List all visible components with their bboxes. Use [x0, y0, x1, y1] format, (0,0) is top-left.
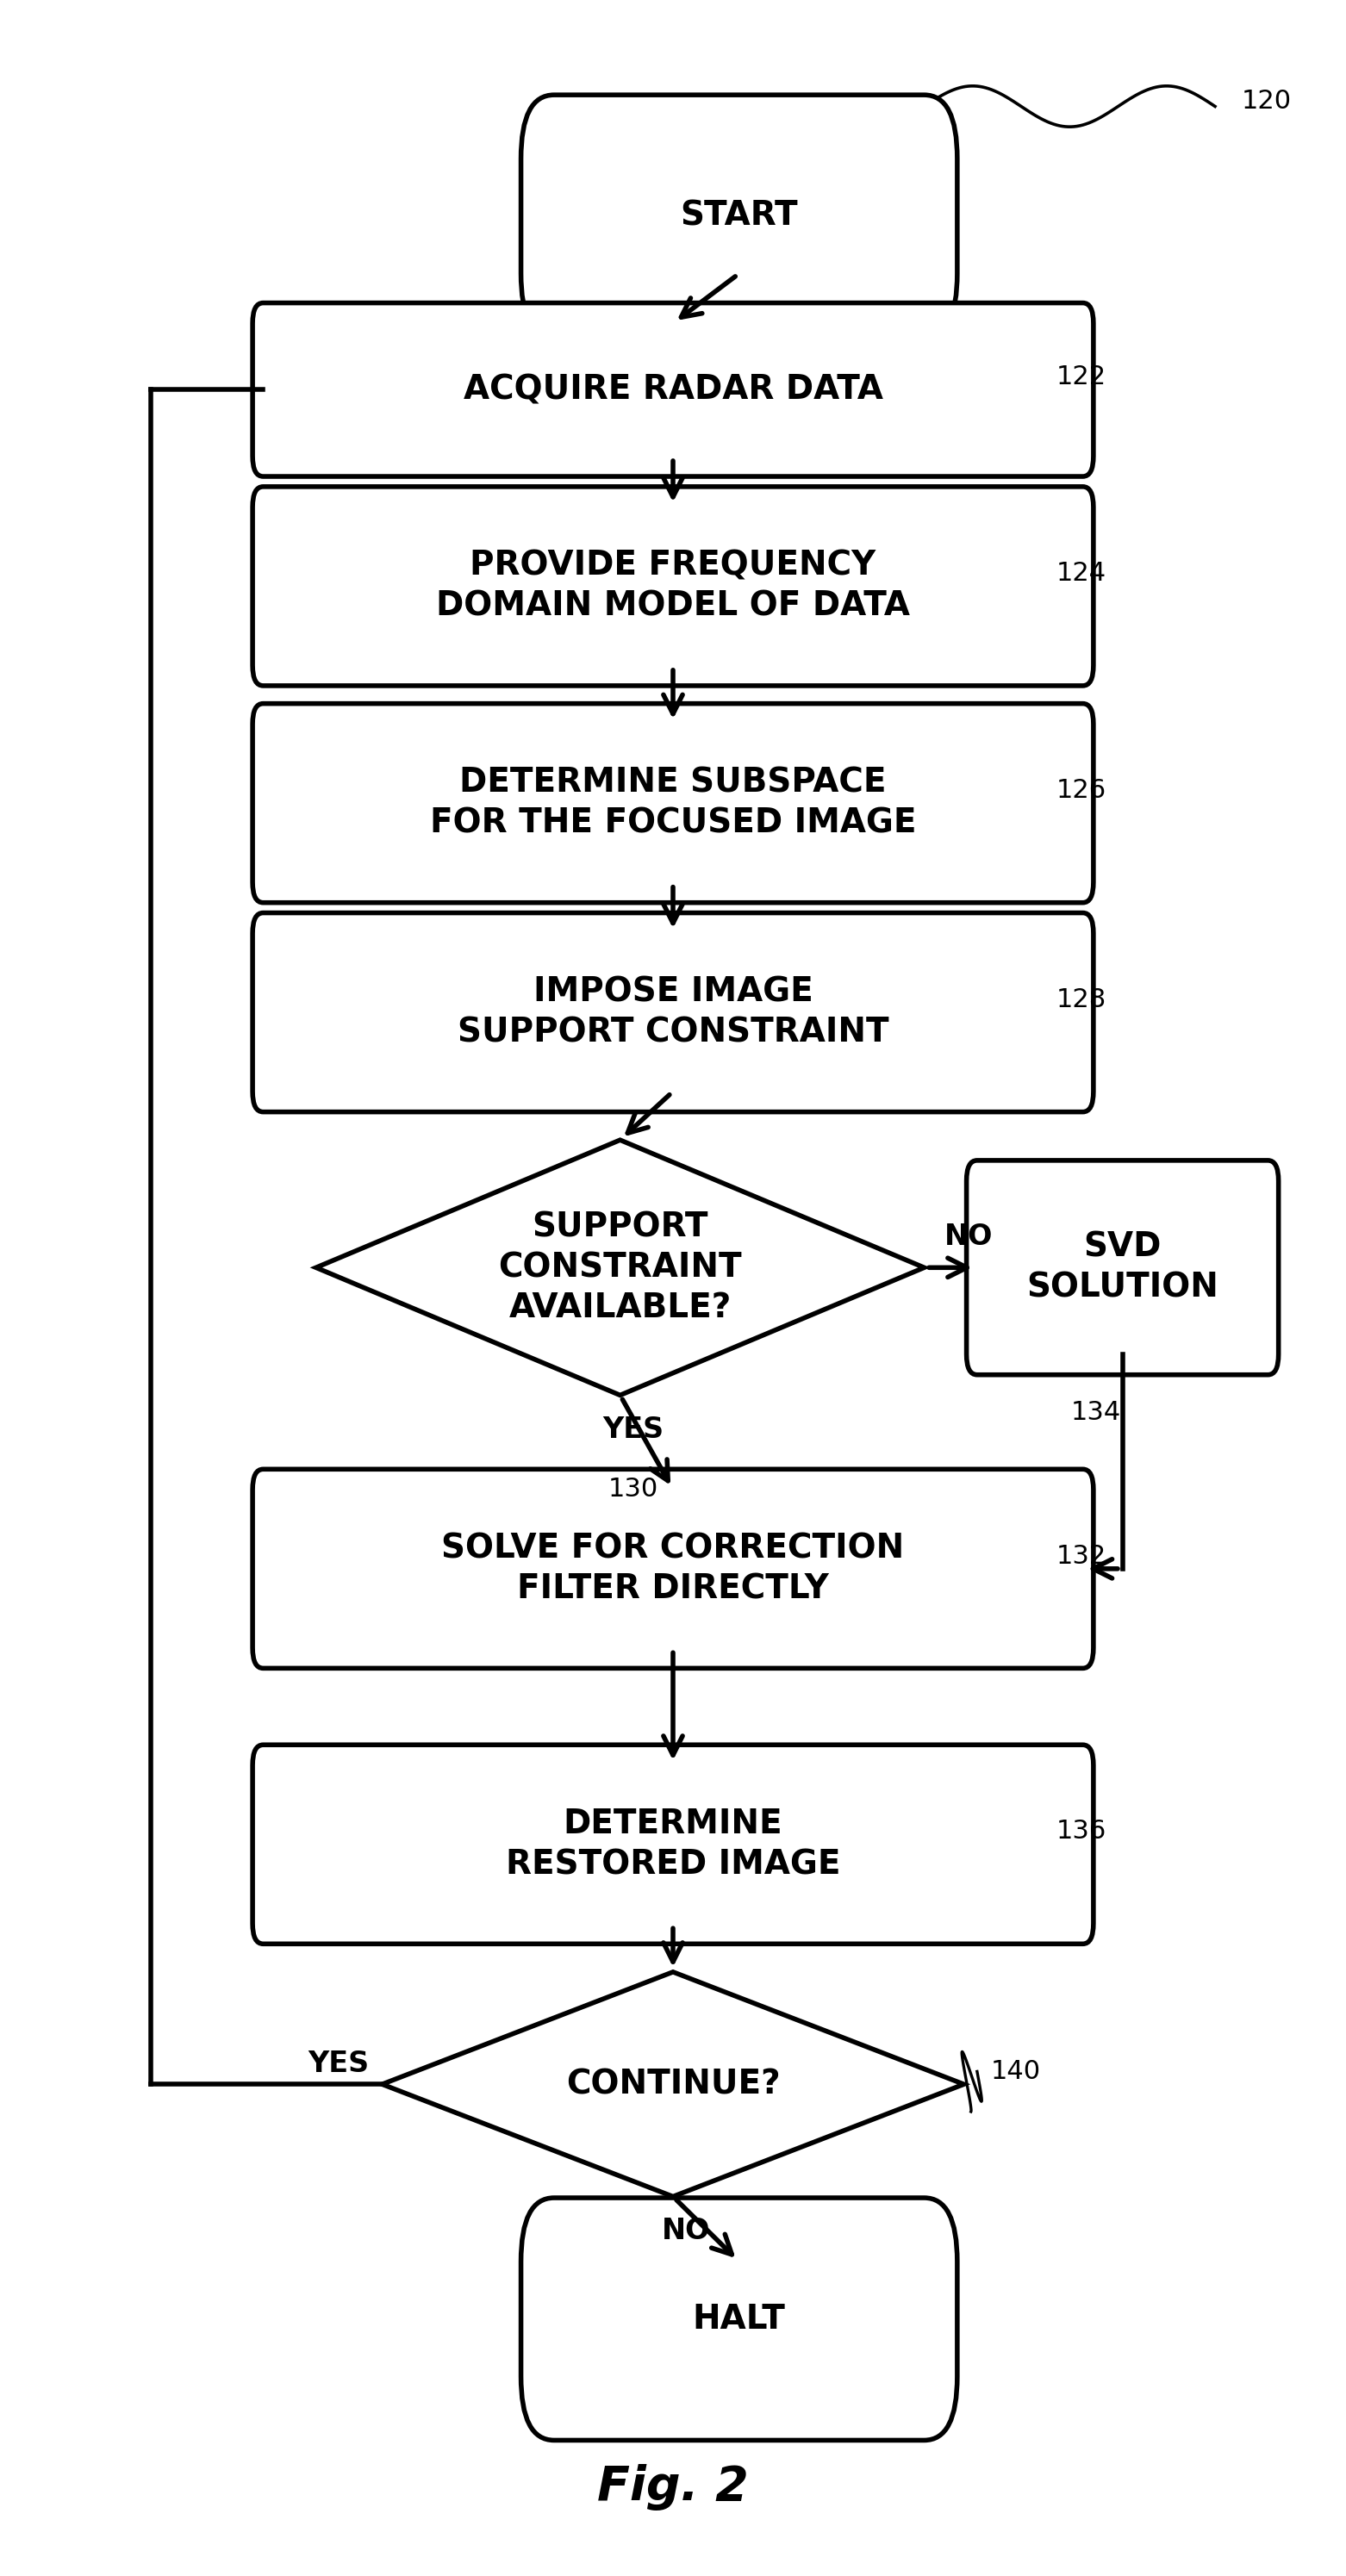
Text: PROVIDE FREQUENCY
DOMAIN MODEL OF DATA: PROVIDE FREQUENCY DOMAIN MODEL OF DATA: [436, 549, 910, 623]
Text: YES: YES: [308, 2050, 369, 2079]
FancyBboxPatch shape: [253, 1468, 1093, 1669]
Text: CONTINUE?: CONTINUE?: [565, 2069, 781, 2099]
FancyBboxPatch shape: [966, 1159, 1279, 1376]
FancyBboxPatch shape: [253, 703, 1093, 902]
Text: ACQUIRE RADAR DATA: ACQUIRE RADAR DATA: [463, 374, 883, 407]
Text: DETERMINE
RESTORED IMAGE: DETERMINE RESTORED IMAGE: [506, 1808, 840, 1880]
Text: 130: 130: [608, 1476, 658, 1502]
Text: 140: 140: [991, 2058, 1040, 2084]
FancyBboxPatch shape: [253, 912, 1093, 1113]
Text: SUPPORT
CONSTRAINT
AVAILABLE?: SUPPORT CONSTRAINT AVAILABLE?: [498, 1211, 742, 1324]
FancyBboxPatch shape: [253, 487, 1093, 685]
FancyBboxPatch shape: [253, 304, 1093, 477]
Text: DETERMINE SUBSPACE
FOR THE FOCUSED IMAGE: DETERMINE SUBSPACE FOR THE FOCUSED IMAGE: [429, 768, 917, 840]
Text: 120: 120: [1241, 88, 1292, 113]
Text: SOLVE FOR CORRECTION
FILTER DIRECTLY: SOLVE FOR CORRECTION FILTER DIRECTLY: [441, 1533, 905, 1605]
Text: 122: 122: [1057, 363, 1106, 389]
Text: 128: 128: [1057, 987, 1106, 1012]
Text: YES: YES: [603, 1417, 664, 1445]
Text: 132: 132: [1057, 1543, 1106, 1569]
Polygon shape: [382, 1973, 964, 2197]
Text: 136: 136: [1057, 1819, 1106, 1844]
Text: HALT: HALT: [693, 2303, 786, 2336]
Text: IMPOSE IMAGE
SUPPORT CONSTRAINT: IMPOSE IMAGE SUPPORT CONSTRAINT: [458, 976, 888, 1048]
Polygon shape: [316, 1141, 925, 1396]
FancyBboxPatch shape: [521, 95, 957, 337]
FancyBboxPatch shape: [521, 2197, 957, 2439]
FancyBboxPatch shape: [253, 1744, 1093, 1945]
Text: 124: 124: [1057, 562, 1106, 585]
Text: START: START: [680, 201, 798, 232]
Text: Fig. 2: Fig. 2: [598, 2465, 748, 2512]
Text: 126: 126: [1057, 778, 1106, 804]
Text: SVD
SOLUTION: SVD SOLUTION: [1027, 1231, 1218, 1303]
Text: NO: NO: [662, 2218, 711, 2246]
Text: 134: 134: [1071, 1401, 1121, 1425]
Text: NO: NO: [944, 1224, 992, 1252]
